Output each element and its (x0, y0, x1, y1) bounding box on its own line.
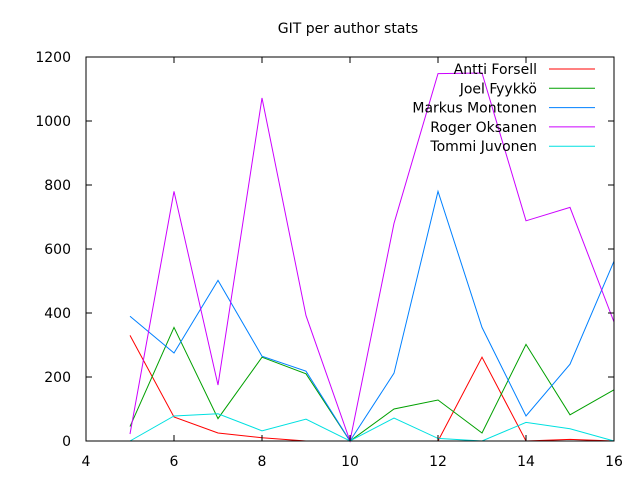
y-tick-label: 0 (62, 434, 71, 450)
plot-lines (129, 72, 615, 443)
legend-label: Antti Forsell (454, 62, 537, 78)
legend-label: Roger Oksanen (430, 120, 537, 136)
x-tick-label: 12 (429, 454, 447, 470)
y-tick-label: 800 (44, 178, 71, 194)
y-tick-label: 1000 (35, 114, 71, 130)
x-tick-label: 4 (82, 454, 91, 470)
y-tick-label: 600 (44, 242, 71, 258)
x-tick-label: 8 (258, 454, 267, 470)
x-tick-label: 10 (341, 454, 359, 470)
legend-label: Tommi Juvonen (429, 139, 537, 155)
x-tick-label: 6 (170, 454, 179, 470)
series-line-4 (129, 413, 615, 442)
y-tick-label: 1200 (35, 50, 71, 66)
y-tick-label: 400 (44, 306, 71, 322)
axis-ticks: 4 6 8 10 12 14 16 0 200 400 600 800 1000 1200 (35, 50, 623, 470)
legend-label: Joel Fyykkö (459, 81, 537, 97)
series-line-1 (129, 326, 615, 442)
chart-title: GIT per author stats (278, 21, 418, 37)
x-tick-label: 14 (517, 454, 535, 470)
y-tick-label: 200 (44, 370, 71, 386)
legend-label: Markus Montonen (412, 101, 537, 117)
series-line-3 (129, 72, 615, 443)
series-line-2 (129, 189, 615, 442)
x-tick-label: 16 (605, 454, 623, 470)
legend: Antti Forsell Joel Fyykkö Markus Montonen R… (412, 62, 595, 155)
